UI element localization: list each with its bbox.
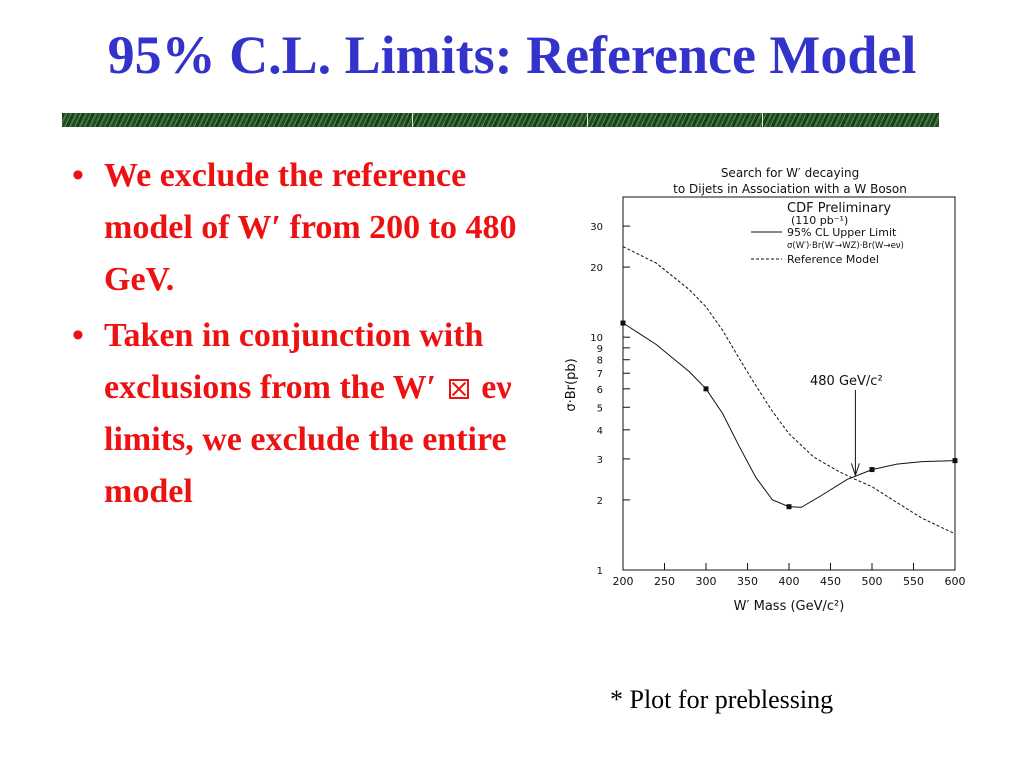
y-tick-label: 3 <box>597 455 603 466</box>
x-tick-label: 600 <box>945 575 966 588</box>
chart-subtitle: to Dijets in Association with a W Boson <box>673 182 907 196</box>
legend-label-limit: 95% CL Upper Limit <box>787 226 897 239</box>
y-tick-label: 6 <box>597 385 603 396</box>
title-divider <box>62 113 939 127</box>
y-tick-label: 1 <box>597 566 603 577</box>
legend-label-reference: Reference Model <box>787 253 879 266</box>
y-tick-label: 2 <box>597 496 603 507</box>
x-tick-label: 300 <box>696 575 717 588</box>
x-tick-label: 500 <box>862 575 883 588</box>
data-point <box>786 504 792 510</box>
y-tick-label: 10 <box>590 333 603 344</box>
bullet-dot-icon: • <box>72 317 84 354</box>
missing-glyph-icon <box>448 379 469 399</box>
bullet-list: • We exclude the reference model of W′ f… <box>62 150 537 518</box>
footnote: * Plot for preblessing <box>610 685 834 714</box>
bullet-text-pre: Taken in conjunction with exclusions fro… <box>104 317 484 406</box>
y-tick-label: 20 <box>590 263 603 274</box>
bullet-item: • Taken in conjunction with exclusions f… <box>62 310 537 518</box>
x-tick-label: 250 <box>654 575 675 588</box>
y-axis-label: σ·Br(pb) <box>564 358 579 411</box>
slide-title: 95% C.L. Limits: Reference Model <box>107 25 917 85</box>
upper-limit-line <box>622 322 956 508</box>
reference-model-line <box>622 246 956 535</box>
annotation-label: 480 GeV/c² <box>810 374 883 389</box>
chart-title: Search for W′ decaying <box>721 166 859 180</box>
y-tick-label: 5 <box>597 403 603 414</box>
annotation-arrow-head <box>850 463 860 477</box>
bullet-text-post: eν limits, we exclude the entire model <box>104 369 512 510</box>
data-point <box>620 320 626 326</box>
data-point <box>952 458 958 464</box>
bullet-item: • We exclude the reference model of W′ f… <box>62 150 537 306</box>
x-tick-label: 550 <box>903 575 924 588</box>
legend-label-limit-formula: σ(W′)·Br(W′→WZ)·Br(W→eν) <box>787 241 904 251</box>
x-tick-label: 200 <box>613 575 634 588</box>
y-tick-label: 4 <box>597 426 603 437</box>
x-tick-label: 450 <box>820 575 841 588</box>
y-tick-label: 9 <box>597 344 603 355</box>
mass-annotation: 480 GeV/c² <box>810 374 883 477</box>
data-point <box>703 386 709 392</box>
bullet-dot-icon: • <box>72 157 84 194</box>
legend-subtitle: (110 pb⁻¹) <box>791 214 848 227</box>
y-tick-label: 30 <box>590 222 603 233</box>
legend: CDF Preliminary (110 pb⁻¹) 95% CL Upper … <box>751 201 904 266</box>
x-axis-label: W′ Mass (GeV/c²) <box>734 599 845 614</box>
y-tick-label: 8 <box>597 356 603 367</box>
y-tick-label: 7 <box>597 369 603 380</box>
legend-title: CDF Preliminary <box>787 201 891 216</box>
data-point <box>869 467 875 473</box>
x-tick-label: 400 <box>779 575 800 588</box>
bullet-text: We exclude the reference model of W′ fro… <box>104 157 517 298</box>
x-tick-label: 350 <box>737 575 758 588</box>
limit-chart: Search for W′ decaying to Dijets in Asso… <box>564 166 966 614</box>
